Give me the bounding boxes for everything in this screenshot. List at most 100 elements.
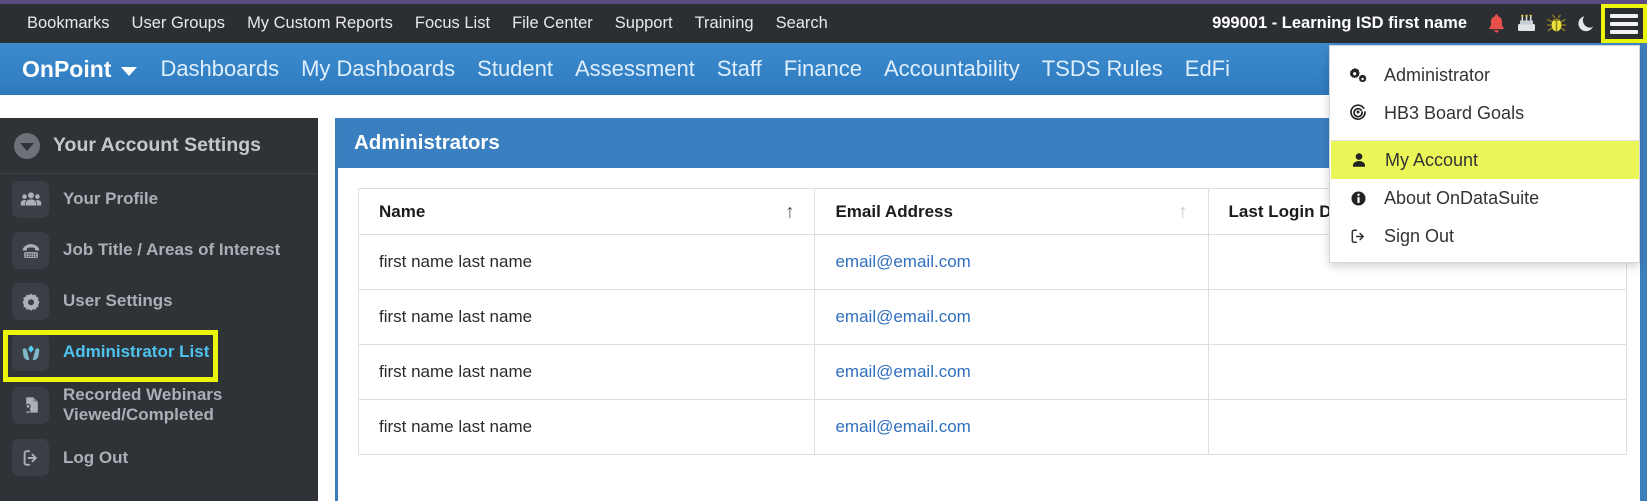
menu-item-sign-out[interactable]: Sign Out xyxy=(1330,217,1639,255)
hands-diamond-icon xyxy=(12,334,49,371)
table-row[interactable]: first name last name email@email.com xyxy=(357,399,1628,455)
main-nav-items: Dashboards My Dashboards Student Assessm… xyxy=(149,56,1241,82)
column-header-label: Last Login Date xyxy=(1228,201,1357,221)
topbar-link-file-center[interactable]: File Center xyxy=(512,14,593,32)
bug-icon[interactable] xyxy=(1541,4,1571,43)
sidebar-item-your-profile[interactable]: Your Profile xyxy=(0,174,318,225)
nav-item-dashboards[interactable]: Dashboards xyxy=(160,56,280,81)
cell-email[interactable]: email@email.com xyxy=(814,399,1209,455)
sidebar-item-label: Job Title / Areas of Interest xyxy=(63,240,281,260)
user-account-dropdown-menu: Administrator HB3 Board Goals My Account xyxy=(1329,45,1640,263)
sidebar-item-administrator-list[interactable]: Administrator List xyxy=(0,327,318,378)
cell-last-login xyxy=(1207,399,1628,455)
sidebar-header-label: Your Account Settings xyxy=(53,134,262,156)
topbar-link-bookmarks[interactable]: Bookmarks xyxy=(27,14,110,32)
administrators-table-wrap: Name ↑ Email Address ↑ Last Login Date xyxy=(338,168,1647,455)
sidebar-item-user-settings[interactable]: User Settings xyxy=(0,276,318,327)
topbar-link-support[interactable]: Support xyxy=(614,14,673,32)
top-utility-links: Bookmarks User Groups My Custom Reports … xyxy=(16,4,839,43)
sidebar-item-label: Log Out xyxy=(63,447,129,467)
users-group-icon xyxy=(12,181,49,218)
topbar-link-my-custom-reports[interactable]: My Custom Reports xyxy=(247,14,393,32)
chevron-down-icon xyxy=(121,66,138,76)
nav-item-my-dashboards[interactable]: My Dashboards xyxy=(301,56,456,81)
email-link[interactable]: email@email.com xyxy=(835,362,971,381)
nav-item-edfi[interactable]: EdFi xyxy=(1184,56,1231,81)
topbar-link-search[interactable]: Search xyxy=(775,14,828,32)
right-edge-rail xyxy=(1640,43,1647,501)
top-utility-right: 999001 - Learning ISD first name xyxy=(1212,4,1647,43)
menu-item-my-account[interactable]: My Account xyxy=(1331,141,1639,179)
sidebar-item-label: Your Profile xyxy=(63,189,159,209)
brand-label: OnPoint xyxy=(22,55,112,82)
birthday-cake-icon[interactable] xyxy=(1511,4,1541,43)
column-header-name[interactable]: Name ↑ xyxy=(357,188,816,235)
sidebar-item-job-title-areas-of-interest[interactable]: Job Title / Areas of Interest xyxy=(0,225,318,276)
sidebar-item-label: User Settings xyxy=(63,291,173,311)
certificate-document-icon xyxy=(12,386,49,424)
info-icon xyxy=(1348,190,1368,207)
menu-item-label: HB3 Board Goals xyxy=(1384,102,1525,123)
menu-item-label: Sign Out xyxy=(1384,225,1455,246)
sidebar-item-label: Recorded Webinars Viewed/Completed xyxy=(63,385,223,425)
gear-icon xyxy=(12,283,49,320)
sort-ascending-icon[interactable]: ↑ xyxy=(784,201,795,222)
hamburger-bars xyxy=(1610,13,1638,34)
table-row[interactable]: first name last name email@email.com xyxy=(357,289,1628,345)
nav-item-staff[interactable]: Staff xyxy=(716,56,762,81)
column-header-label: Email Address xyxy=(835,201,953,221)
hamburger-menu-icon[interactable] xyxy=(1601,4,1647,43)
cell-name: first name last name xyxy=(357,399,816,455)
topbar-link-training[interactable]: Training xyxy=(694,14,754,32)
collapse-chevron-icon[interactable] xyxy=(14,132,40,159)
table-row[interactable]: first name last name email@email.com xyxy=(357,344,1628,400)
menu-item-label: About OnDataSuite xyxy=(1384,187,1540,208)
nav-item-finance[interactable]: Finance xyxy=(783,56,862,81)
sidebar-item-log-out[interactable]: Log Out xyxy=(0,432,318,483)
topbar-link-focus-list[interactable]: Focus List xyxy=(414,14,491,32)
administrators-table: Name ↑ Email Address ↑ Last Login Date xyxy=(357,188,1628,455)
cell-email[interactable]: email@email.com xyxy=(814,289,1209,345)
cell-name: first name last name xyxy=(357,234,816,290)
brand-menu-onpoint[interactable]: OnPoint xyxy=(22,55,138,83)
menu-item-label: My Account xyxy=(1385,149,1479,170)
sort-ascending-icon[interactable]: ↑ xyxy=(1178,201,1188,222)
menu-item-hb3-board-goals[interactable]: HB3 Board Goals xyxy=(1330,94,1639,132)
cell-email[interactable]: email@email.com xyxy=(814,344,1209,400)
gears-icon xyxy=(1348,67,1368,83)
column-header-email-address[interactable]: Email Address ↑ xyxy=(814,188,1209,235)
cell-last-login xyxy=(1207,344,1628,400)
column-header-label: Name xyxy=(379,201,426,221)
cell-last-login xyxy=(1207,289,1628,345)
nav-item-tsds-rules[interactable]: TSDS Rules xyxy=(1041,56,1163,81)
menu-item-label: Administrator xyxy=(1384,64,1491,85)
nav-item-student[interactable]: Student xyxy=(477,56,553,81)
menu-divider xyxy=(1330,140,1639,141)
target-icon xyxy=(1348,104,1368,122)
email-link[interactable]: email@email.com xyxy=(835,307,971,326)
top-utility-bar: Bookmarks User Groups My Custom Reports … xyxy=(0,4,1647,43)
signout-icon xyxy=(1348,228,1368,245)
administrators-panel: Administrators Name ↑ Email Address ↑ xyxy=(335,118,1647,501)
menu-item-about-ondatasuite[interactable]: About OnDataSuite xyxy=(1330,179,1639,217)
account-settings-sidebar: Your Account Settings Your Profile xyxy=(0,118,318,501)
dark-mode-moon-icon[interactable] xyxy=(1571,4,1601,43)
page-title: Administrators xyxy=(354,131,500,154)
top-accent-rule xyxy=(0,0,1647,4)
sidebar-header[interactable]: Your Account Settings xyxy=(0,118,318,174)
telephone-icon xyxy=(12,232,49,269)
cell-email[interactable]: email@email.com xyxy=(814,234,1209,290)
person-icon xyxy=(1349,152,1369,169)
logout-icon xyxy=(12,439,49,477)
email-link[interactable]: email@email.com xyxy=(835,417,971,436)
cell-name: first name last name xyxy=(357,344,816,400)
notification-bell-icon[interactable] xyxy=(1481,4,1511,43)
nav-item-accountability[interactable]: Accountability xyxy=(883,56,1020,81)
menu-item-administrator[interactable]: Administrator xyxy=(1330,56,1639,94)
nav-item-assessment[interactable]: Assessment xyxy=(575,56,695,81)
email-link[interactable]: email@email.com xyxy=(835,252,971,271)
topbar-link-user-groups[interactable]: User Groups xyxy=(131,14,226,32)
user-district-label: 999001 - Learning ISD first name xyxy=(1212,14,1467,32)
sidebar-item-recorded-webinars[interactable]: Recorded Webinars Viewed/Completed xyxy=(0,378,318,432)
